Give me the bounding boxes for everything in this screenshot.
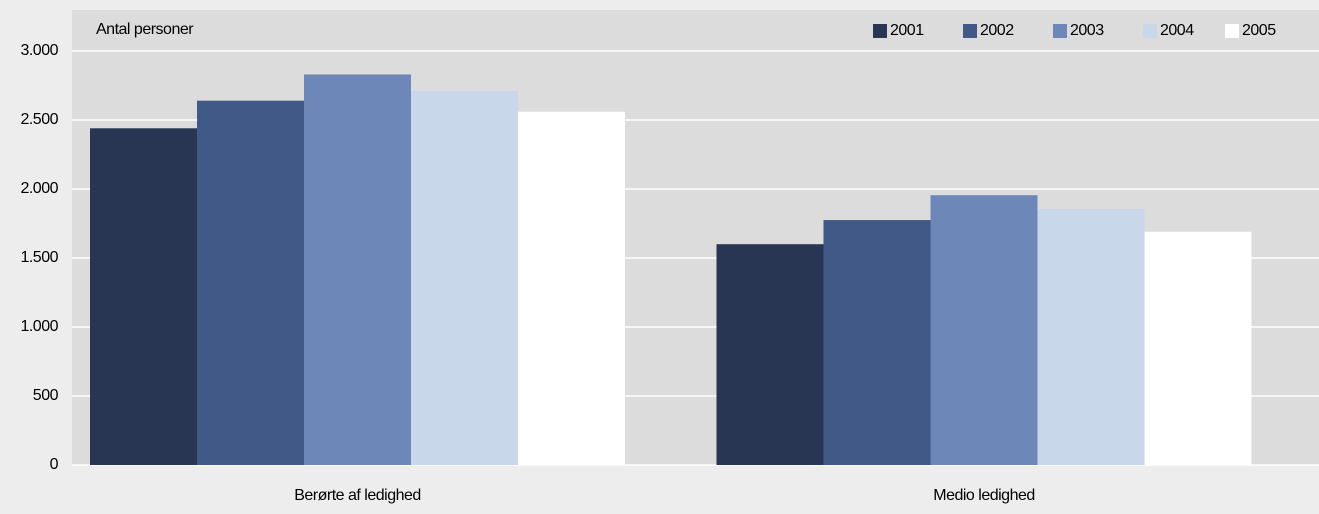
bar [716, 244, 824, 465]
legend-label: 2002 [980, 22, 1014, 39]
x-tick-label: Medio ledighed [933, 487, 1035, 504]
legend-swatch [963, 24, 977, 38]
bar [411, 91, 518, 466]
y-tick-label: 3.000 [20, 42, 58, 59]
bar [197, 100, 304, 466]
legend-label: 2003 [1070, 22, 1104, 39]
legend-swatch [1053, 24, 1067, 38]
bar [304, 74, 411, 466]
y-axis-label: Antal personer [96, 21, 194, 38]
y-tick-label: 2.500 [20, 111, 58, 128]
x-tick-label: Berørte af ledighed [294, 487, 421, 504]
bar [1144, 231, 1252, 465]
bar [930, 195, 1038, 465]
legend-swatch [1143, 24, 1157, 38]
y-tick-label: 500 [33, 387, 59, 404]
bar [90, 128, 197, 465]
legend-label: 2004 [1160, 22, 1194, 39]
legend-swatch [1225, 24, 1239, 38]
y-tick-label: 1.000 [20, 318, 58, 335]
y-tick-label: 0 [50, 456, 59, 473]
y-tick-label: 2.000 [20, 180, 58, 197]
bar [518, 111, 625, 465]
legend-label: 2005 [1242, 22, 1276, 39]
legend-label: 2001 [890, 22, 924, 39]
bar [823, 220, 931, 465]
y-tick-label: 1.500 [20, 249, 58, 266]
legend-swatch [873, 24, 887, 38]
bar [1037, 209, 1145, 465]
